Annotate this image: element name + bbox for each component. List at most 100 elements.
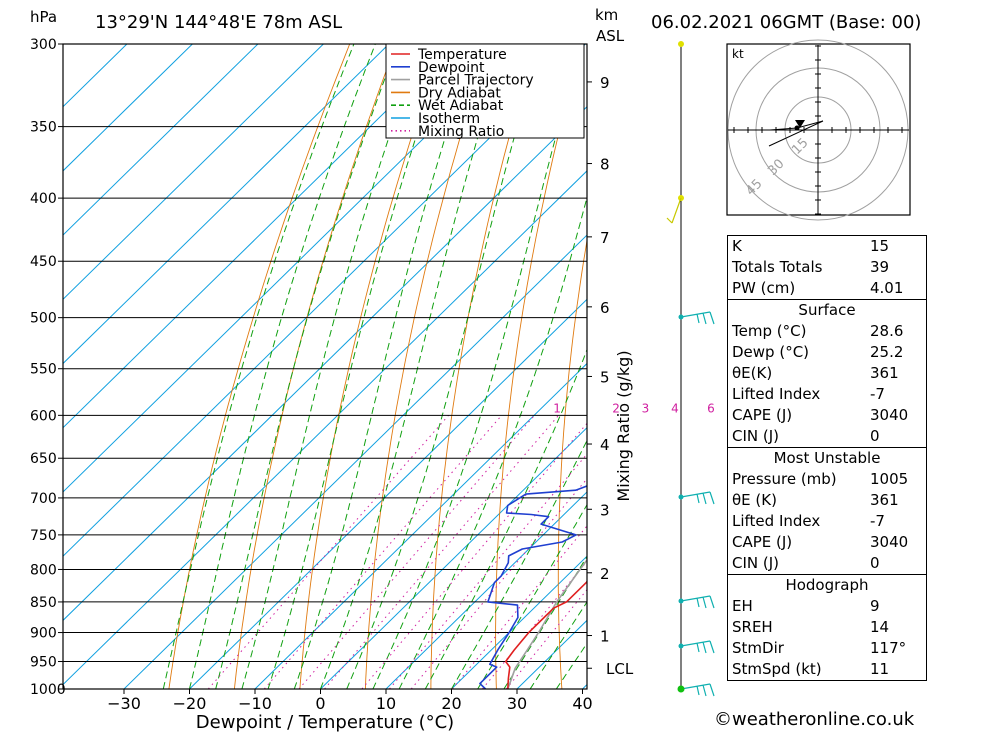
- index-row: CAPE (J) 3040: [728, 532, 927, 553]
- wind-barb: [680, 311, 715, 325]
- legend-entry: Mixing Ratio: [418, 124, 504, 140]
- index-label: K: [732, 237, 742, 255]
- wet-adiabat-line: [293, 44, 476, 689]
- index-label: CIN (J): [732, 554, 780, 572]
- pressure-tick-label: 550: [30, 362, 57, 378]
- dewpoint-line: [479, 485, 587, 689]
- isotherm-line: [320, 427, 587, 689]
- section-title: Most Unstable: [727, 447, 927, 469]
- mixing-ratio-line: [263, 414, 503, 689]
- index-row: θE (K) 361: [728, 490, 927, 511]
- left-unit-label: hPa: [30, 8, 57, 26]
- temperature-line: [504, 580, 587, 689]
- isotherm-line: [123, 234, 587, 689]
- isotherm-line: [451, 555, 587, 689]
- section-title: Hodograph: [727, 574, 927, 596]
- index-label: Pressure (mb): [732, 470, 837, 488]
- index-row: CIN (J) 0: [728, 426, 927, 448]
- isotherm-line: [63, 44, 521, 493]
- temp-tick-label: 10: [376, 694, 396, 713]
- index-value: 11: [870, 660, 890, 678]
- pressure-tick-label: 450: [30, 254, 57, 270]
- index-value: 1005: [870, 470, 909, 488]
- parcel-trajectory-line: [507, 558, 587, 689]
- wind-marker: [678, 41, 684, 47]
- storm-motion-marker: [795, 120, 805, 128]
- index-label: θE(K): [732, 364, 773, 382]
- isotherm-line: [63, 44, 455, 429]
- wind-barb: [680, 640, 715, 654]
- isotherm-line: [63, 170, 587, 686]
- index-label: θE (K): [732, 491, 777, 509]
- index-label: CIN (J): [732, 427, 780, 445]
- wet-adiabat-line: [241, 44, 423, 689]
- index-value: 9: [870, 597, 880, 615]
- height-tick-label: 6: [600, 299, 610, 317]
- pressure-tick-label: 900: [30, 626, 57, 642]
- index-value: 25.2: [870, 343, 904, 361]
- hodograph-unit: kt: [732, 47, 744, 61]
- index-row: θE(K) 361: [728, 363, 927, 384]
- wet-adiabat-line: [503, 555, 587, 689]
- index-row: Lifted Index -7: [728, 384, 927, 405]
- pressure-tick-label: 1000: [30, 682, 66, 698]
- index-value: 0: [870, 427, 880, 445]
- pressure-tick-label: 600: [30, 408, 57, 424]
- index-value: 3040: [870, 533, 909, 551]
- pressure-tick-label: 800: [30, 562, 57, 578]
- index-row: CAPE (J) 3040: [728, 405, 927, 426]
- index-label: StmDir: [732, 639, 784, 657]
- index-value: 361: [870, 491, 899, 509]
- index-label: SREH: [732, 618, 773, 636]
- wind-marker-surface: [677, 685, 685, 693]
- dry-adiabat-line: [947, 44, 1000, 689]
- wet-adiabat-line: [477, 503, 587, 689]
- index-row: CIN (J) 0: [728, 553, 927, 575]
- wet-adiabat-line: [267, 44, 448, 689]
- legend-entry: Dry Adiabat: [418, 85, 501, 101]
- pressure-tick-label: 400: [30, 191, 57, 207]
- temp-tick-label: 30: [507, 694, 527, 713]
- wet-adiabat-line: [215, 44, 399, 689]
- mixing-ratio-label: 1: [553, 401, 561, 415]
- x-axis-title: Dewpoint / Temperature (°C): [196, 712, 454, 733]
- pressure-tick-label: 500: [30, 311, 57, 327]
- pressure-tick-label: 750: [30, 528, 57, 544]
- index-label: Lifted Index: [732, 385, 821, 403]
- index-row: K 15: [728, 236, 927, 258]
- temp-tick-label: 40: [572, 694, 592, 713]
- index-label: PW (cm): [732, 279, 796, 297]
- copyright-footer: ©weatheronline.co.uk: [714, 709, 915, 730]
- wet-adiabat-line: [529, 601, 587, 689]
- index-value: 361: [870, 364, 899, 382]
- dry-adiabat-line: [678, 44, 721, 689]
- hodograph-trace: [768, 120, 824, 147]
- wind-barb: [666, 197, 682, 224]
- index-value: 14: [870, 618, 890, 636]
- hodograph-point: [794, 125, 800, 131]
- pressure-tick-label: 350: [30, 120, 57, 136]
- temp-tick-label: 20: [441, 694, 461, 713]
- temp-tick-label: −30: [107, 694, 141, 713]
- index-label: Lifted Index: [732, 512, 821, 530]
- height-tick-label: 2: [600, 565, 610, 583]
- pressure-tick-label: 950: [30, 655, 57, 671]
- height-tick-label: 9: [600, 74, 610, 92]
- wind-barb: [680, 595, 715, 609]
- index-value: 4.01: [870, 279, 904, 297]
- legend-entry: Wet Adiabat: [418, 98, 504, 114]
- mixing-ratio-label: 2: [612, 401, 620, 415]
- plot-frame: [62, 43, 588, 690]
- height-tick-label: 1: [600, 628, 610, 646]
- indices-table: K 15 Totals Totals 39 PW (cm) 4.01 Surface Temp…: [727, 235, 927, 681]
- isotherm-line: [63, 44, 324, 300]
- index-label: Dewp (°C): [732, 343, 810, 361]
- temp-tick-label: −20: [173, 694, 207, 713]
- index-row: StmSpd (kt) 11: [728, 659, 927, 681]
- section-title: Surface: [727, 299, 927, 321]
- index-value: 3040: [870, 406, 909, 424]
- height-tick-label: 3: [600, 501, 610, 519]
